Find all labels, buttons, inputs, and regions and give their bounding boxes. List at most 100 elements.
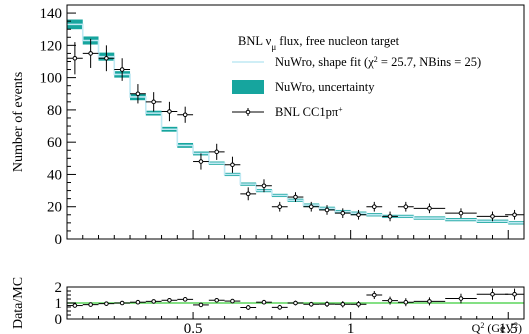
data-marker: [490, 214, 495, 219]
ratio-point: [366, 291, 383, 299]
data-marker: [324, 207, 330, 213]
data-point: [67, 42, 83, 75]
ratio-point: [114, 300, 131, 306]
ratio-point: [224, 298, 241, 304]
ratio-point: [161, 297, 178, 303]
data-marker: [167, 109, 172, 114]
legend-swatch-data: [232, 108, 264, 116]
ratio-point: [208, 297, 225, 303]
data-marker: [261, 183, 267, 189]
legend-data-marker: [245, 109, 251, 115]
ratio-marker: [182, 297, 188, 302]
data-point: [145, 92, 162, 112]
ratio-marker: [151, 299, 156, 304]
ratio-marker: [387, 298, 393, 303]
ratio-point: [476, 288, 509, 300]
data-marker: [119, 67, 125, 72]
ratio-point: [334, 301, 351, 308]
ratio-y-tick-label: 0: [55, 312, 63, 328]
y-tick-label: 20: [47, 200, 62, 216]
ratio-marker: [88, 302, 93, 307]
y-tick-label: 80: [47, 103, 62, 119]
ratio-point: [319, 301, 335, 307]
legend-label-fit: NuWro, shape fit (χ2 = 25.7, NBins = 25): [275, 55, 481, 70]
data-point: [303, 201, 320, 212]
data-point: [397, 201, 414, 212]
ratio-y-tick-label: 2: [55, 280, 63, 296]
data-point: [82, 38, 99, 68]
y-tick-label: 0: [55, 232, 63, 248]
ratio-point: [413, 297, 446, 306]
ratio-marker: [403, 299, 409, 305]
data-point: [224, 156, 241, 173]
ratio-marker: [119, 300, 125, 306]
y-tick-label: 40: [47, 167, 62, 183]
data-marker: [214, 149, 220, 155]
plot-frame: [66, 4, 525, 240]
data-marker: [104, 55, 109, 61]
ratio-marker: [135, 299, 141, 305]
data-marker: [135, 91, 141, 97]
data-point: [130, 84, 146, 104]
ratio-point: [82, 302, 99, 307]
data-marker: [198, 159, 204, 164]
ratio-marker: [167, 297, 172, 303]
data-point: [193, 153, 209, 170]
data-point: [350, 209, 367, 220]
data-marker: [72, 55, 78, 61]
data-point: [98, 45, 115, 72]
ratio-marker: [458, 296, 464, 301]
data-marker: [356, 212, 361, 218]
data-marker: [371, 204, 377, 210]
legend-label-data: BNL CC1pπ+: [275, 105, 343, 120]
legend-label-uncertainty: NuWro, uncertainty: [275, 80, 375, 94]
ratio-marker: [356, 301, 361, 307]
data-marker: [458, 210, 464, 216]
ratio-marker: [427, 299, 432, 304]
data-marker: [387, 214, 393, 219]
ratio-point: [397, 298, 414, 307]
data-marker: [151, 99, 156, 105]
data-point: [334, 208, 351, 219]
data-point: [413, 203, 446, 214]
data-point: [208, 143, 225, 160]
data-point: [476, 211, 509, 222]
ratio-marker: [371, 292, 377, 298]
data-point: [177, 106, 194, 123]
ratio-marker: [72, 303, 78, 308]
ratio-point: [271, 304, 288, 310]
x-tick-label: 1.5: [499, 321, 518, 334]
ratio-point: [67, 303, 83, 308]
ratio-marker: [512, 291, 517, 297]
data-point: [287, 192, 304, 202]
y-tick-label: 100: [40, 71, 63, 87]
data-marker: [230, 162, 235, 168]
ratio-y-axis-label: Data/MC: [11, 277, 26, 329]
data-point: [271, 201, 288, 212]
ratio-point: [303, 301, 320, 307]
data-marker: [182, 112, 188, 118]
data-point: [445, 208, 477, 219]
data-marker: [340, 210, 346, 216]
data-point: [382, 211, 398, 222]
ratio-marker: [308, 301, 314, 307]
y-tick-label: 120: [40, 38, 63, 54]
ratio-marker: [293, 300, 298, 306]
x-tick-label: 1: [347, 321, 355, 334]
data-marker: [308, 204, 314, 210]
ratio-y-tick-label: 1: [55, 296, 63, 312]
ratio-point: [193, 302, 209, 308]
x-tick-label: 0.5: [184, 321, 203, 334]
data-marker: [245, 191, 251, 197]
ratio-point: [256, 299, 272, 305]
ratio-marker: [198, 302, 204, 308]
ratio-marker: [324, 301, 330, 307]
data-point: [240, 187, 257, 201]
data-point: [161, 101, 178, 122]
data-point: [256, 179, 272, 193]
ratio-point: [445, 293, 477, 304]
ratio-point: [505, 288, 524, 300]
y-tick-label: 60: [47, 135, 62, 151]
data-point: [505, 209, 524, 220]
